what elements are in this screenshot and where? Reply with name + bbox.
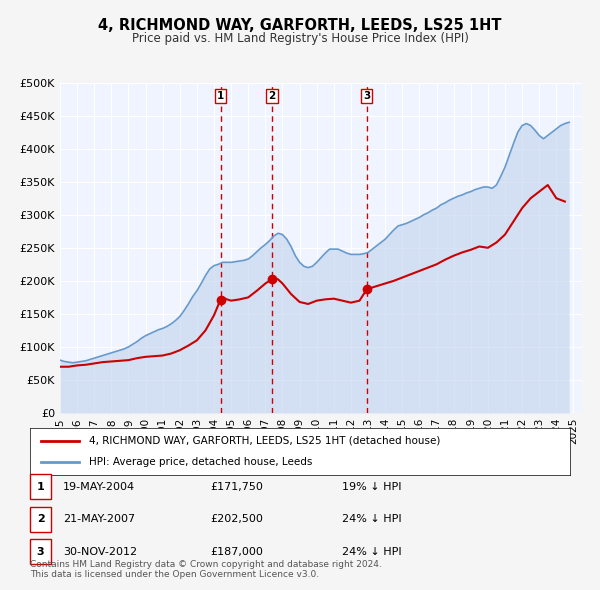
Text: 21-MAY-2007: 21-MAY-2007 <box>63 514 135 524</box>
Text: £202,500: £202,500 <box>210 514 263 524</box>
Text: 24% ↓ HPI: 24% ↓ HPI <box>342 514 401 524</box>
Text: £187,000: £187,000 <box>210 547 263 556</box>
Text: 2: 2 <box>37 514 44 524</box>
Text: 1: 1 <box>217 91 224 101</box>
Text: 19% ↓ HPI: 19% ↓ HPI <box>342 482 401 491</box>
Text: £171,750: £171,750 <box>210 482 263 491</box>
Text: 2: 2 <box>268 91 275 101</box>
Text: Contains HM Land Registry data © Crown copyright and database right 2024.
This d: Contains HM Land Registry data © Crown c… <box>30 560 382 579</box>
Text: 1: 1 <box>37 482 44 491</box>
Text: 24% ↓ HPI: 24% ↓ HPI <box>342 547 401 556</box>
Text: HPI: Average price, detached house, Leeds: HPI: Average price, detached house, Leed… <box>89 457 313 467</box>
Text: 3: 3 <box>37 547 44 556</box>
Text: 3: 3 <box>363 91 370 101</box>
Text: 19-MAY-2004: 19-MAY-2004 <box>63 482 135 491</box>
Text: 4, RICHMOND WAY, GARFORTH, LEEDS, LS25 1HT: 4, RICHMOND WAY, GARFORTH, LEEDS, LS25 1… <box>98 18 502 32</box>
Text: 4, RICHMOND WAY, GARFORTH, LEEDS, LS25 1HT (detached house): 4, RICHMOND WAY, GARFORTH, LEEDS, LS25 1… <box>89 436 441 446</box>
Text: 30-NOV-2012: 30-NOV-2012 <box>63 547 137 556</box>
Text: Price paid vs. HM Land Registry's House Price Index (HPI): Price paid vs. HM Land Registry's House … <box>131 32 469 45</box>
